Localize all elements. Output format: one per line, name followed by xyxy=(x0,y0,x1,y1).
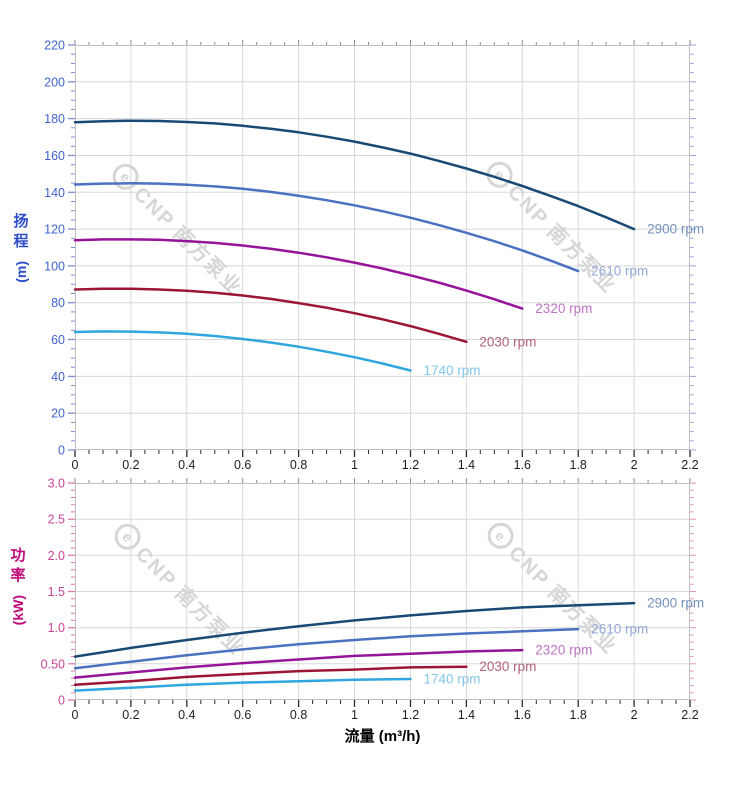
y-tick-label: 1.0 xyxy=(48,621,65,635)
y-tick-label: 40 xyxy=(51,370,65,384)
curve-2030-rpm xyxy=(73,665,468,687)
curve-label-1740-rpm: 1740 rpm xyxy=(424,672,481,687)
curve-label-2320-rpm: 2320 rpm xyxy=(535,643,592,658)
y-tick-label: 2.5 xyxy=(48,513,65,527)
x-tick-label: 2 xyxy=(631,458,638,472)
curve-2610-rpm xyxy=(73,627,580,670)
flow-axis-title: 流量 (m³/h) xyxy=(344,728,421,745)
curve-label-1740-rpm: 1740 rpm xyxy=(424,363,481,378)
y-tick-label: 0 xyxy=(58,444,65,458)
y-tick-label: 200 xyxy=(44,75,65,89)
y-tick-label: 100 xyxy=(44,259,65,273)
curve-label-2320-rpm: 2320 rpm xyxy=(535,301,592,316)
x-tick-label: 1 xyxy=(351,708,358,722)
x-tick-label: 0 xyxy=(72,708,79,722)
x-tick-label: 1.8 xyxy=(570,458,587,472)
curve-label-2030-rpm: 2030 rpm xyxy=(479,334,536,349)
power-plot-svg: 0 0.2 0.4 0.6 0.8 1 1.2 1.4 1.6 1.8 2 2.2 0 0.50 1.0 1.… xyxy=(41,477,704,723)
x-tick-label: 0.4 xyxy=(178,458,195,472)
curve-2320-rpm xyxy=(73,648,524,679)
power-axis-title: 功率 (kW) xyxy=(10,546,26,625)
plot-border xyxy=(75,45,690,450)
head-axis-title-text: 扬程 xyxy=(13,213,29,250)
x-tick-label: 2.2 xyxy=(681,458,698,472)
y-tick-label: 140 xyxy=(44,186,65,200)
x-tick-label: 1.2 xyxy=(402,458,419,472)
x-tick-label: 1.6 xyxy=(514,708,531,722)
x-tick-label: 0.6 xyxy=(234,708,251,722)
x-tick-label: 2 xyxy=(631,708,638,722)
curve-label-2900-rpm: 2900 rpm xyxy=(647,596,704,611)
x-tick-label: 0.6 xyxy=(234,458,251,472)
x-tick-label: 0.2 xyxy=(122,708,139,722)
y-tick-label: 3.0 xyxy=(48,477,65,491)
curve-label-2030-rpm: 2030 rpm xyxy=(479,659,536,674)
head-plot-svg: 0 0.2 0.4 0.6 0.8 1 1.2 1.4 1.6 1.8 2 2.2 0 20 40 60 80 1… xyxy=(44,39,704,473)
curve-2900-rpm xyxy=(73,119,636,231)
plot-border xyxy=(75,483,690,700)
x-tick-label: 0.2 xyxy=(122,458,139,472)
y-tick-label: 0.50 xyxy=(41,657,65,671)
y-tick-label: 180 xyxy=(44,112,65,126)
curve-2900-rpm xyxy=(73,601,636,658)
head-axis-title: 扬程 (m) xyxy=(13,212,29,282)
curve-2030-rpm xyxy=(73,287,468,344)
y-tick-label: 80 xyxy=(51,296,65,310)
x-tick-label: 0.4 xyxy=(178,708,195,722)
curve-1740-rpm xyxy=(73,677,412,692)
curve-label-2610-rpm: 2610 rpm xyxy=(591,622,648,637)
head-axis-unit: (m) xyxy=(13,260,29,283)
y-tick-label: 1.5 xyxy=(48,585,65,599)
curve-2610-rpm xyxy=(73,182,580,273)
x-tick-label: 0.8 xyxy=(290,708,307,722)
head-flow-chart: 0 0.2 0.4 0.6 0.8 1 1.2 1.4 1.6 1.8 2 2.2 0 20 40 60 80 1… xyxy=(44,39,704,473)
y-tick-label: 120 xyxy=(44,223,65,237)
y-tick-label: 160 xyxy=(44,149,65,163)
x-tick-label: 1.8 xyxy=(570,708,587,722)
curve-2320-rpm xyxy=(73,238,524,310)
x-tick-label: 1.6 xyxy=(514,458,531,472)
x-tick-label: 1.4 xyxy=(458,708,475,722)
y-tick-label: 60 xyxy=(51,333,65,347)
x-tick-label: 1.2 xyxy=(402,708,419,722)
power-flow-chart: 0 0.2 0.4 0.6 0.8 1 1.2 1.4 1.6 1.8 2 2.2 0 0.50 1.0 1.… xyxy=(41,477,704,723)
y-tick-label: 2.0 xyxy=(48,549,65,563)
curve-label-2610-rpm: 2610 rpm xyxy=(591,264,648,279)
x-tick-label: 0 xyxy=(72,458,79,472)
x-tick-label: 2.2 xyxy=(681,708,698,722)
x-tick-label: 1.4 xyxy=(458,458,475,472)
y-tick-label: 0 xyxy=(58,694,65,708)
power-axis-unit: (kW) xyxy=(10,594,26,625)
power-axis-title-text: 功率 xyxy=(10,547,26,584)
y-tick-label: 20 xyxy=(51,407,65,421)
x-tick-label: 1 xyxy=(351,458,358,472)
curve-1740-rpm xyxy=(73,330,412,372)
x-tick-label: 0.8 xyxy=(290,458,307,472)
y-tick-label: 220 xyxy=(44,39,65,53)
curve-label-2900-rpm: 2900 rpm xyxy=(647,222,704,237)
